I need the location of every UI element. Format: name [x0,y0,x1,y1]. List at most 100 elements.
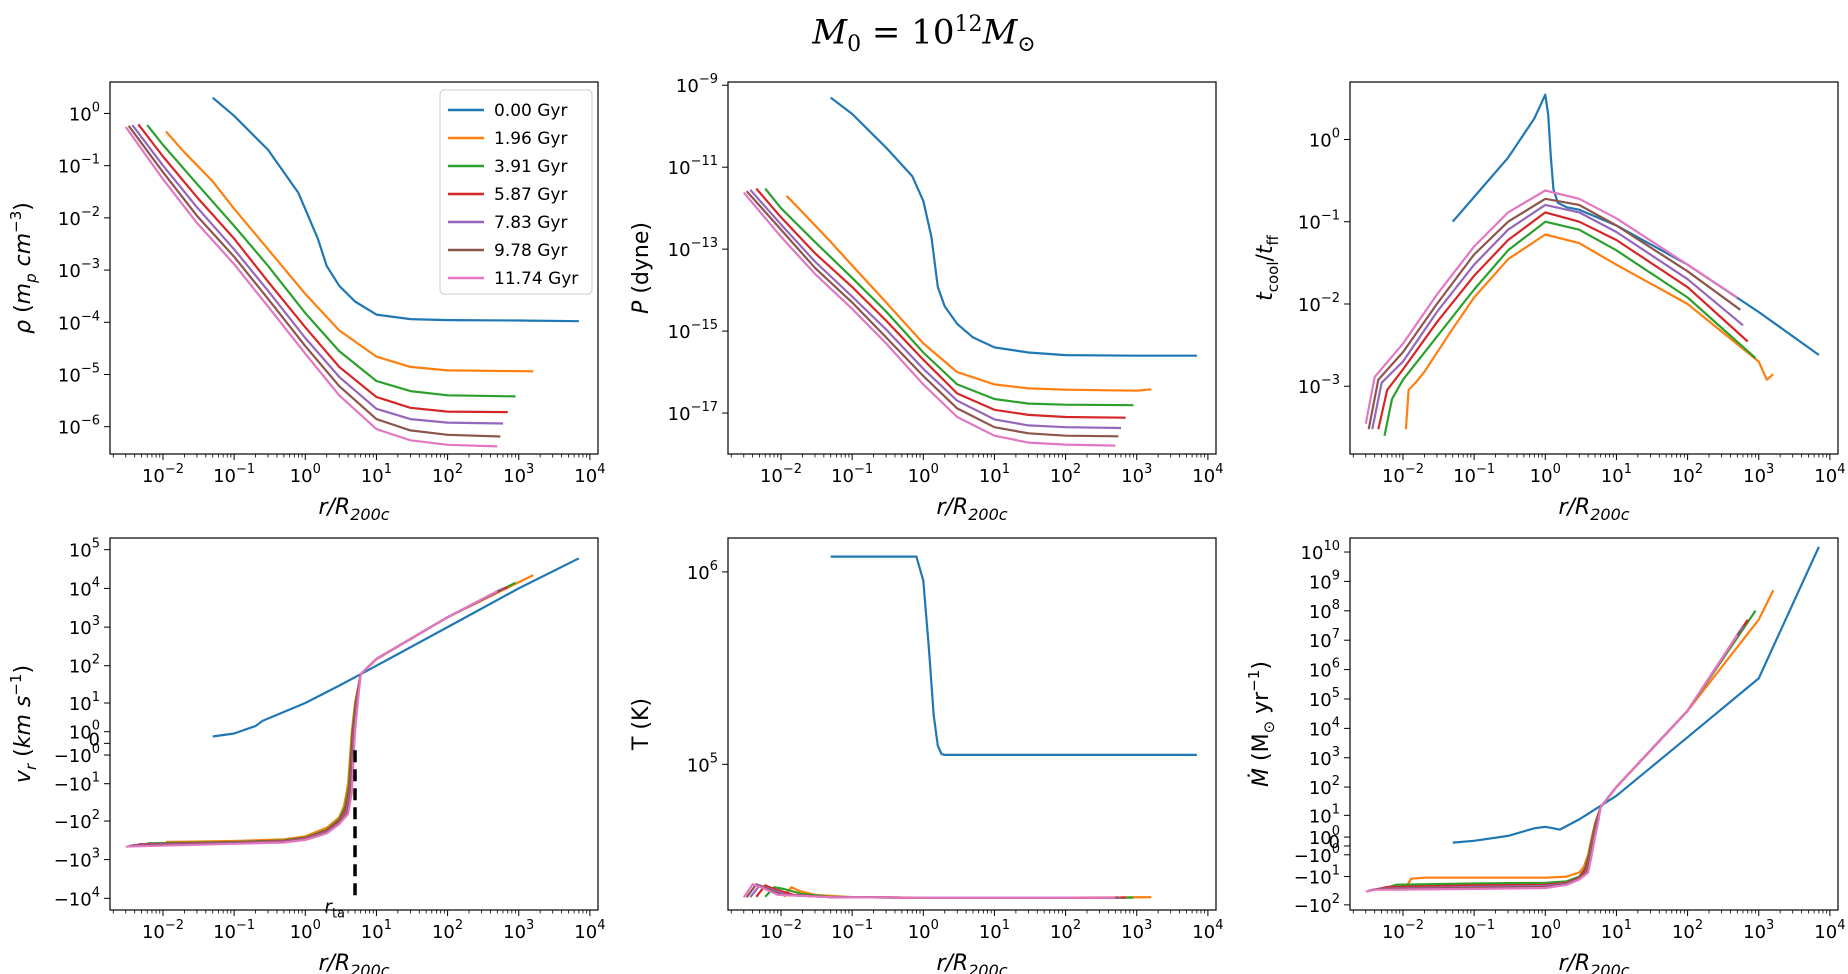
x-tick-label: 103 [1743,462,1774,487]
x-tick-label: 101 [361,918,392,943]
y-tick-label: 10−1 [58,153,100,178]
x-tick-label: 101 [361,462,392,487]
panel-tcool_tff: 10−2 10−1 100 101 102 103 104 10−3 10−2 10−1 100 r/… [1298,81,1845,524]
y-tick-label: 106 [687,559,718,584]
y-tick-label: 103 [69,614,100,639]
x-tick-label: 100 [290,918,321,943]
title-m: M [812,12,848,53]
series-line-3-91-Gyr [147,581,516,845]
x-tick-label: 10−1 [831,918,873,943]
y-tick-label: 0 [1329,832,1340,853]
x-tick-label: 102 [1672,462,1703,487]
series-line-0-00-Gyr [830,555,1197,757]
y-tick-label: −103 [54,847,100,872]
y-tick-label: 10−11 [668,154,718,179]
x-tick-label: 10−1 [1453,462,1495,487]
temperature-y-axis-label: T (K) [629,698,654,751]
x-tick-label: 100 [290,462,321,487]
x-tick-label: 10−1 [213,918,255,943]
legend-label: 1.96 Gyr [494,129,567,149]
series-line-5-87-Gyr [1377,211,1749,430]
pressure-x-axis-label: r/R200c [936,495,1007,524]
legend: 0.00 Gyr 1.96 Gyr 3.91 Gyr 5.87 Gyr 7.83 Gyr… [439,89,593,295]
x-tick-label: 10−1 [213,462,255,487]
x-tick-label: 103 [1121,462,1152,487]
legend-label: 9.78 Gyr [494,241,567,261]
x-tick-label: 101 [1601,462,1632,487]
legend-label: 3.91 Gyr [494,157,567,177]
x-tick-label: 101 [979,918,1010,943]
y-tick-label: 10−15 [668,318,718,343]
series-line-1-96-Gyr [165,130,534,373]
vr-series [125,557,580,848]
x-tick-label: 103 [1121,918,1152,943]
y-tick-label: 101 [1309,802,1340,827]
series-line-11-74-Gyr [1365,634,1739,893]
x-tick-label: 100 [1530,918,1561,943]
y-tick-label: 102 [69,653,100,678]
series-line-7-83-Gyr [749,189,1122,430]
series-line-11-74-Gyr [742,191,1116,447]
legend-label: 5.87 Gyr [494,185,567,205]
series-line-0-00-Gyr [1451,93,1820,356]
y-tick-label: 100 [69,719,100,744]
tcool_tff-y-axis-label: tcool/tff [1253,234,1282,300]
series-line-3-91-Gyr [146,124,516,398]
rho-axes-frame [109,81,599,455]
y-tick-label: 10−4 [58,309,100,334]
figure-title: M0 = 1012M⊙ [0,12,1848,57]
x-tick-label: 104 [1814,462,1845,487]
panel-mdot: 10−2 10−1 100 101 102 103 10410101091081071061… [1294,537,1845,974]
series-line-9-78-Gyr [745,190,1119,438]
series-line-7-83-Gyr [131,124,504,425]
temperature-x-axis-label: r/R200c [936,951,1007,974]
y-tick-label: 105 [69,537,100,562]
series-line-7-83-Gyr [1372,625,1744,891]
x-tick-label: 10−2 [142,918,184,943]
pressure-series [742,96,1197,447]
vr-y-axis-label: vr (km s−1) [7,665,40,783]
y-tick-label: 10−5 [58,361,100,386]
series-line-3-91-Gyr [764,187,1134,407]
title-m-sub: 0 [847,32,862,58]
tcool_tff-axes-frame [1349,81,1839,455]
x-tick-label: 104 [1192,918,1223,943]
series-line-3-91-Gyr [1386,610,1757,889]
series-line-7-83-Gyr [1371,203,1744,430]
x-tick-label: 10−2 [760,462,802,487]
series-line-11-74-Gyr [742,883,1116,899]
series-line-9-78-Gyr [1368,630,1742,892]
series-line-11-74-Gyr [1364,189,1738,424]
x-tick-label: 102 [1050,462,1081,487]
series-line-0-00-Gyr [1452,546,1820,844]
series-line-5-87-Gyr [755,187,1126,419]
y-tick-label: 10−6 [58,414,100,439]
x-tick-label: 101 [979,462,1010,487]
y-tick-label: 103 [1309,745,1340,770]
pressure-axes-frame [727,81,1217,455]
panel-vr: rta 10−2 10−1 100 101 102 103 104 105 104 103 102 10… [54,537,606,974]
y-tick-label: 105 [687,751,718,776]
y-tick-label: −101 [54,771,100,796]
rho-series [124,96,579,448]
temperature-series [742,555,1197,899]
x-tick-label: 100 [908,462,939,487]
x-tick-label: 103 [503,462,534,487]
y-tick-label: −104 [54,885,100,910]
x-tick-label: 102 [1050,918,1081,943]
y-tick-label: 10−2 [58,205,100,230]
y-tick-label: 1010 [1301,539,1340,564]
mdot-axes-frame [1349,537,1839,911]
tcool_tff-x-axis-label: r/R200c [1558,495,1629,524]
temperature-axes-frame [727,537,1217,911]
tcool_tff-series [1364,93,1820,437]
y-tick-label: −101 [1294,864,1340,889]
x-tick-label: 102 [1672,918,1703,943]
y-tick-label: −102 [54,808,100,833]
vr-x-axis-label: r/R200c [318,951,389,974]
series-line-0-00-Gyr [212,557,580,738]
vr-axes-frame [109,537,599,911]
series-line-11-74-Gyr [125,590,498,848]
x-tick-label: 10−1 [1453,918,1495,943]
mdot-y-axis-label: Ṁ (M⊙ yr−1) [1245,661,1278,787]
